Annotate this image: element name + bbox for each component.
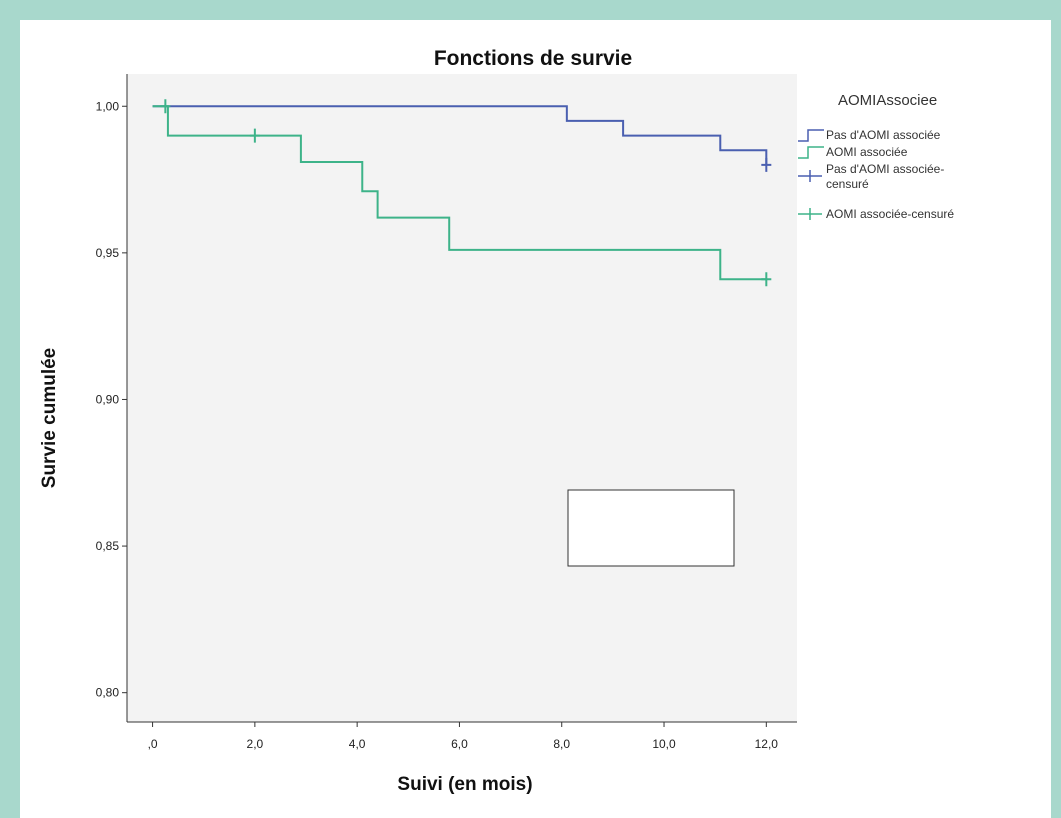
legend-label-1: Pas d'AOMI associée	[826, 128, 941, 142]
legend-label-4: AOMI associée-censuré	[826, 207, 954, 221]
figure-frame: ,0 2,0 4,0 6,0 8,0 10,0 12,0 0,80 0,85 0,90 0,95 1,…	[20, 20, 1051, 818]
legend: Pas d'AOMI associée AOMI associée Pas d'AO…	[798, 128, 954, 221]
legend-title: AOMIAssociee	[838, 92, 937, 109]
x-tick-label: 10,0	[652, 737, 676, 751]
y-tick-label: 0,80	[96, 686, 120, 700]
survival-chart: ,0 2,0 4,0 6,0 8,0 10,0 12,0 0,80 0,85 0,90 0,95 1,…	[39, 47, 954, 795]
censor-layer	[160, 99, 772, 287]
censor-mark-2	[160, 99, 171, 114]
x-axis-title: Suivi (en mois)	[397, 774, 532, 795]
legend-swatch-1	[798, 129, 824, 142]
y-tick-label: 1,00	[96, 99, 120, 113]
x-tick-label: 8,0	[553, 737, 570, 751]
legend-swatch-4	[798, 208, 822, 220]
legend-swatch-3	[798, 170, 822, 182]
x-tick-label: 6,0	[451, 737, 468, 751]
y-axis-title: Survie cumulée	[39, 348, 60, 488]
censor-mark-1	[761, 157, 772, 172]
legend-label-2: AOMI associée	[826, 145, 908, 159]
plot-area	[127, 74, 797, 722]
legend-swatch-2	[798, 146, 824, 159]
series-layer	[152, 105, 768, 281]
censor-mark-2	[249, 128, 260, 143]
legend-label-3: Pas d'AOMI associée-	[826, 162, 944, 176]
survival-series-2	[152, 105, 767, 281]
censor-mark-2	[761, 272, 772, 287]
chart-title: Fonctions de survie	[434, 47, 632, 70]
survival-series-1	[152, 105, 768, 165]
legend-label-3-cont: censuré	[826, 177, 869, 191]
y-tick-label: 0,95	[96, 246, 120, 260]
axis-ticks: ,0 2,0 4,0 6,0 8,0 10,0 12,0 0,80 0,85 0,90 0,95 1,…	[96, 99, 779, 751]
blank-box	[567, 489, 735, 567]
x-tick-label: 2,0	[247, 737, 264, 751]
y-tick-label: 0,90	[96, 392, 120, 406]
y-tick-label: 0,85	[96, 539, 120, 553]
x-tick-label: 12,0	[755, 737, 779, 751]
x-tick-label: ,0	[148, 737, 158, 751]
x-tick-label: 4,0	[349, 737, 366, 751]
